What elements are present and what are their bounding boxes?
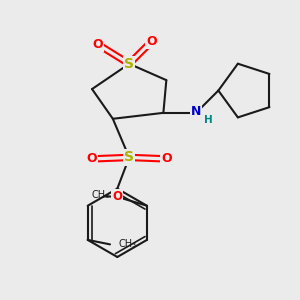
Text: H: H — [204, 115, 212, 125]
Text: N: N — [191, 105, 201, 118]
Text: O: O — [161, 152, 172, 165]
Text: O: O — [112, 190, 122, 203]
Text: O: O — [146, 35, 157, 48]
Text: S: S — [124, 150, 134, 164]
Text: S: S — [124, 57, 134, 71]
Text: CH₃: CH₃ — [92, 190, 110, 200]
Text: CH₃: CH₃ — [119, 239, 137, 249]
Text: O: O — [87, 152, 98, 165]
Text: O: O — [93, 38, 103, 51]
